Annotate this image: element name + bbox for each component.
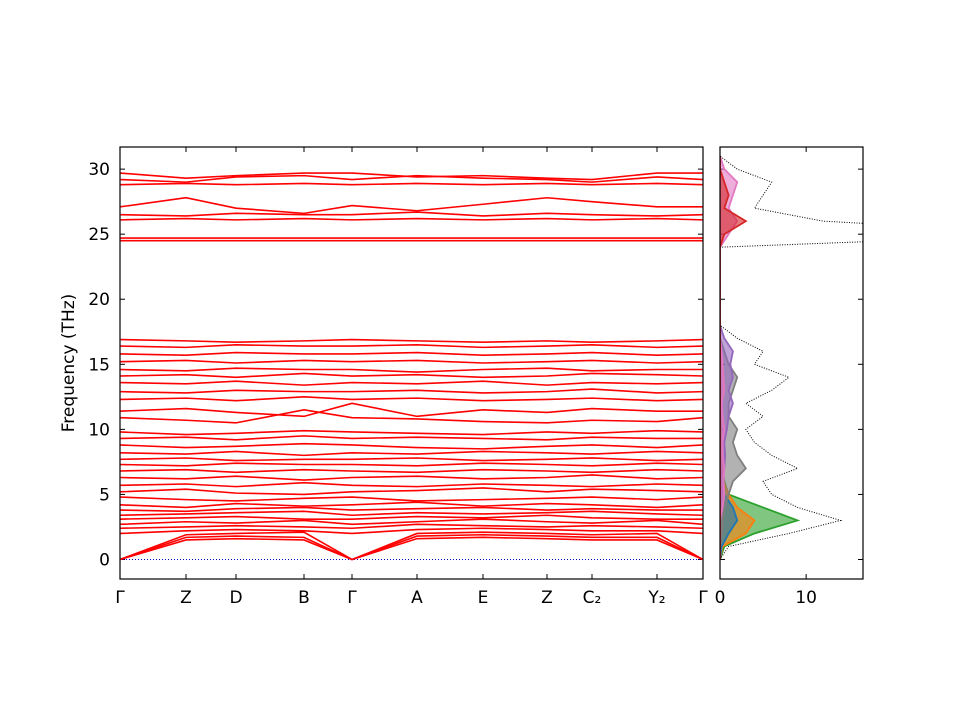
- band: [120, 523, 703, 530]
- band: [120, 338, 703, 343]
- x-tick-label: C₂: [583, 588, 602, 608]
- band: [120, 211, 703, 217]
- band: [120, 174, 703, 183]
- band: [120, 496, 703, 502]
- band: [120, 506, 703, 513]
- band: [120, 531, 703, 561]
- x-tick-label: D: [229, 588, 242, 608]
- x-tick-label: Z: [541, 588, 553, 608]
- band: [120, 536, 703, 561]
- band: [120, 533, 703, 561]
- x-tick-label: A: [411, 588, 423, 608]
- axes-frame: [719, 146, 864, 580]
- band: [120, 514, 703, 520]
- x-tick-label: B: [298, 588, 310, 608]
- band: [120, 172, 703, 181]
- band: [120, 396, 703, 402]
- band: [120, 487, 703, 496]
- band: [120, 501, 703, 509]
- band: [120, 409, 703, 424]
- band: [120, 481, 703, 488]
- y-tick-label: 30: [88, 160, 110, 180]
- band: [120, 367, 703, 373]
- band: [120, 442, 703, 450]
- y-tick-label: 20: [88, 290, 110, 310]
- band: [120, 435, 703, 441]
- x-tick-label: Z: [180, 588, 192, 608]
- band: [120, 468, 703, 474]
- band: [120, 462, 703, 467]
- y-tick-label: 5: [99, 485, 110, 505]
- band: [120, 388, 703, 394]
- band: [120, 402, 703, 418]
- x-tick-label: E: [478, 588, 489, 608]
- y-axis-label: Frequency (THz): [59, 294, 79, 433]
- band: [120, 450, 703, 457]
- band: [120, 372, 703, 379]
- y-tick-label: 15: [88, 355, 110, 375]
- x-tick-label: Γ: [347, 588, 357, 608]
- plot-area: [720, 155, 863, 560]
- band: [120, 429, 703, 436]
- x-tick-label: 10: [795, 588, 817, 608]
- band: [120, 217, 703, 221]
- y-tick-label: 0: [99, 550, 110, 570]
- y-tick-label: 10: [88, 420, 110, 440]
- projected-dos: [720, 156, 748, 560]
- total-dos: [720, 155, 863, 560]
- band: [120, 380, 703, 386]
- x-tick-label: 0: [715, 588, 726, 608]
- y-tick-label: 25: [88, 225, 110, 245]
- x-tick-label: Γ: [698, 588, 708, 608]
- axes-frame: [119, 146, 704, 580]
- band: [120, 182, 703, 186]
- band: [120, 518, 703, 526]
- x-tick-label: Γ: [115, 588, 125, 608]
- band: [120, 359, 703, 364]
- band: [120, 351, 703, 356]
- plot-area: [120, 172, 703, 561]
- band: [120, 474, 703, 481]
- band: [120, 457, 703, 462]
- band: [120, 527, 703, 535]
- x-tick-label: Y₂: [647, 588, 665, 608]
- band: [120, 343, 703, 349]
- band: [120, 510, 703, 517]
- band: [120, 196, 703, 215]
